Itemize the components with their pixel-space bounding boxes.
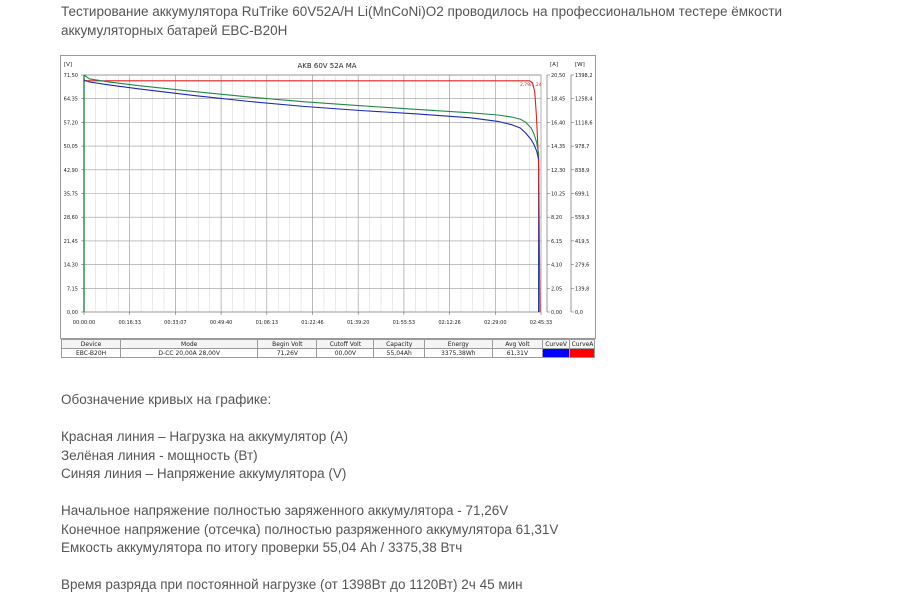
x-tick-label: 02:45:33 xyxy=(530,320,552,326)
y-right2-tick-label: 978,7 xyxy=(575,144,589,150)
curve-a-swatch xyxy=(568,348,596,358)
y-left-tick-label: 28,60 xyxy=(64,215,78,221)
x-tick-label: 01:55:53 xyxy=(393,320,415,326)
legend-item-red: Красная линия – Нагрузка на аккумулятор … xyxy=(61,429,348,444)
chart-title: AKB 60V 52A MA xyxy=(297,62,356,70)
intro-paragraph: Тестирование аккумулятора RuTrike 60V52A… xyxy=(61,4,783,38)
x-tick-label: 02:29:00 xyxy=(484,320,506,326)
y-left-tick-label: 50,05 xyxy=(64,144,78,150)
table-header-cell: CurveV xyxy=(542,339,570,349)
legend-item-blue: Синяя линия – Напряжение аккумулятора (V… xyxy=(61,466,347,481)
y-right1-tick-label: 12,30 xyxy=(551,168,565,174)
table-header-cell: Capacity xyxy=(373,339,426,349)
legend-item-green: Зелёная линия - мощность (Вт) xyxy=(61,447,258,463)
inline-annotation: 2,79/1,24 xyxy=(520,82,542,88)
x-tick-label: 01:39:20 xyxy=(347,320,369,326)
x-tick-label: 00:00:00 xyxy=(73,320,95,326)
table-cell: EBC-B20H xyxy=(60,348,122,358)
x-tick-label: 02:12:26 xyxy=(438,320,460,326)
y-right2-tick-label: 279,6 xyxy=(575,263,589,269)
unit-right2-label: [W] xyxy=(575,62,585,68)
table-header-cell: CurveA xyxy=(568,339,596,349)
y-right2-tick-label: 1398,2 xyxy=(575,73,593,79)
y-left-tick-label: 21,45 xyxy=(64,239,78,245)
table-header-row: Device Mode Begin Volt Cutoff Volt Capac… xyxy=(60,339,596,349)
discharge-chart: AKB 60V 52A MA [V] [A] [W] 71,50 64,35 57,… xyxy=(60,55,596,367)
y-left-tick-label: 71,50 xyxy=(64,73,78,79)
curve-legend-section: Обозначение кривых на графике: Красная л… xyxy=(61,391,558,595)
y-left-tick-label: 42,90 xyxy=(64,168,78,174)
y-right1-tick-label: 18,45 xyxy=(551,97,565,103)
y-right2-tick-label: 1118,6 xyxy=(575,120,593,126)
table-cell: 3375,38Wh xyxy=(424,348,493,358)
table-cell: 55,04Ah xyxy=(373,348,426,358)
y-right2-tick-label: 0,0 xyxy=(575,310,583,316)
table-row: EBC-B20H D-CC 20,00A 28,00V 71,26V 00,00… xyxy=(60,348,596,358)
y-right1-tick-label: 6,15 xyxy=(551,239,562,245)
y-left-tick-label: 14,30 xyxy=(64,263,78,269)
fact-capacity: Емкость аккумулятора по итогу проверки 5… xyxy=(61,540,463,555)
y-right1-tick-label: 16,40 xyxy=(551,120,565,126)
y-left-tick-label: 0,00 xyxy=(67,310,78,316)
chart-series xyxy=(83,74,541,313)
y-left-tick-label: 7,15 xyxy=(67,286,78,292)
table-header-cell: Energy xyxy=(424,339,493,349)
unit-right1-label: [A] xyxy=(550,62,558,68)
fact-begin-voltage: Начальное напряжение полностью заряженно… xyxy=(61,503,509,518)
table-header-cell: Avg Volt xyxy=(491,339,544,349)
chart-grid xyxy=(83,74,542,313)
y-left-tick-label: 64,35 xyxy=(64,97,78,103)
fact-cutoff-voltage: Конечное напряжение (отсечка) полностью … xyxy=(61,521,559,537)
unit-left-label: [V] xyxy=(64,62,72,68)
x-tick-label: 00:16:33 xyxy=(118,320,140,326)
table-cell: D-CC 20,00A 28,00V xyxy=(120,348,259,358)
table-header-cell: Device xyxy=(60,339,122,349)
y-right2-tick-label: 1258,4 xyxy=(575,97,593,103)
chart-tick-labels: 71,50 64,35 57,20 50,05 42,90 35,75 28,60 21,45… xyxy=(64,73,593,326)
x-tick-label: 00:49:40 xyxy=(210,320,232,326)
y-left-tick-label: 57,20 xyxy=(64,120,78,126)
y-right2-tick-label: 838,9 xyxy=(575,168,589,174)
results-table: Device Mode Begin Volt Cutoff Volt Capac… xyxy=(60,339,596,358)
y-right1-tick-label: 14,35 xyxy=(551,144,565,150)
table-cell: 61,31V xyxy=(491,348,544,358)
table-cell: 00,00V xyxy=(316,348,375,358)
y-right1-tick-label: 10,25 xyxy=(551,192,565,198)
y-right1-tick-label: 0,00 xyxy=(551,310,562,316)
legend-heading: Обозначение кривых на графике: xyxy=(61,392,272,407)
y-right1-tick-label: 20,50 xyxy=(551,73,565,79)
table-header-cell: Cutoff Volt xyxy=(316,339,375,349)
y-right1-tick-label: 8,20 xyxy=(551,215,562,221)
y-left-tick-label: 35,75 xyxy=(64,192,78,198)
y-right1-tick-label: 4,10 xyxy=(551,263,562,269)
y-right2-tick-label: 559,3 xyxy=(575,215,589,221)
table-header-cell: Mode xyxy=(120,339,259,349)
series-blue-voltage xyxy=(83,79,540,160)
x-tick-label: 01:06:13 xyxy=(256,320,278,326)
x-tick-label: 00:33:07 xyxy=(164,320,186,326)
y-right2-tick-label: 419,5 xyxy=(575,239,589,245)
y-right1-tick-label: 2,05 xyxy=(551,286,562,292)
y-right2-tick-label: 139,8 xyxy=(575,286,589,292)
y-right2-tick-label: 699,1 xyxy=(575,192,589,198)
series-green-power xyxy=(83,74,540,155)
curve-v-swatch xyxy=(542,348,570,358)
table-cell: 71,26V xyxy=(257,348,318,358)
table-header-cell: Begin Volt xyxy=(257,339,318,349)
x-tick-label: 01:22:46 xyxy=(301,320,323,326)
discharge-chart-svg: AKB 60V 52A MA [V] [A] [W] 71,50 64,35 57,… xyxy=(60,55,596,339)
fact-discharge-time: Время разряда при постоянной нагрузке (о… xyxy=(61,577,523,592)
